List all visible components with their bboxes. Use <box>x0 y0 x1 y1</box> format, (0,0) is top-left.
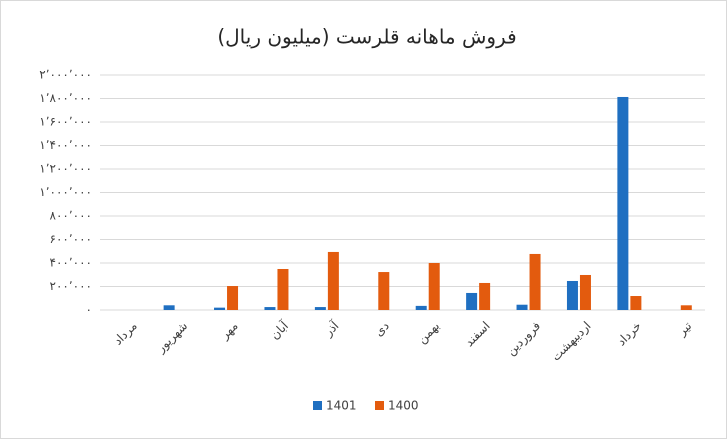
bar <box>415 305 427 310</box>
y-tick-label: ۱٬۶۰۰٬۰۰۰ <box>39 115 92 129</box>
y-tick-label: ۱٬۲۰۰٬۰۰۰ <box>39 162 92 176</box>
bar <box>277 268 289 310</box>
bar <box>529 253 541 310</box>
bar <box>264 307 276 310</box>
bar <box>617 96 629 310</box>
bar <box>314 307 326 310</box>
bar <box>630 296 642 310</box>
legend-label: 1400 <box>388 399 419 413</box>
bar <box>479 282 491 310</box>
y-tick-label: ۱٬۸۰۰٬۰۰۰ <box>39 91 92 105</box>
bar <box>214 307 226 310</box>
chart-title: فروش ماهانه قلرست (میلیون ریال) <box>217 25 516 49</box>
bar <box>327 251 339 310</box>
bar <box>579 274 591 310</box>
bar <box>428 263 440 310</box>
bar <box>163 305 175 310</box>
bar <box>566 280 578 310</box>
bar <box>466 292 478 310</box>
y-tick-label: ۸۰۰٬۰۰۰ <box>50 209 93 223</box>
legend-label: 1401 <box>326 399 357 413</box>
bar <box>227 286 239 310</box>
legend-swatch <box>375 401 384 410</box>
bar <box>378 272 390 310</box>
y-tick-label: ۶۰۰٬۰۰۰ <box>50 232 93 246</box>
y-tick-label: ۲٬۰۰۰٬۰۰۰ <box>39 68 92 82</box>
y-tick-label: ۴۰۰٬۰۰۰ <box>50 256 93 270</box>
y-tick-label: ۱٬۴۰۰٬۰۰۰ <box>39 138 92 152</box>
y-tick-label: ۰ <box>86 303 92 317</box>
legend-swatch <box>313 401 322 410</box>
y-tick-label: ۲۰۰٬۰۰۰ <box>50 279 93 293</box>
bar <box>516 304 528 310</box>
y-tick-label: ۱٬۰۰۰٬۰۰۰ <box>39 185 92 199</box>
bar <box>680 305 692 310</box>
